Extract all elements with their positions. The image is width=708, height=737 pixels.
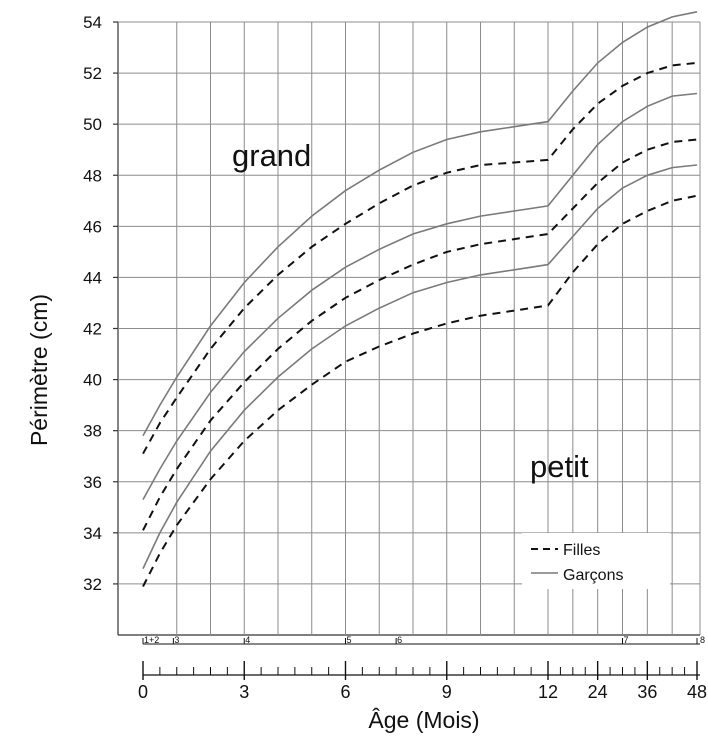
series-line-garcons xyxy=(142,164,698,569)
visit-label: 7 xyxy=(624,635,629,645)
y-tick-label: 32 xyxy=(83,575,102,594)
visit-label: 4 xyxy=(245,635,250,645)
age-tick-label: 48 xyxy=(687,682,707,702)
visit-label: 1+2 xyxy=(144,635,159,645)
series-line-garcons xyxy=(142,92,698,500)
annotation-grand: grand xyxy=(232,138,311,173)
y-axis-title: Périmètre (cm) xyxy=(26,294,52,446)
age-tick-label: 0 xyxy=(138,682,148,702)
legend: Filles Garçons xyxy=(522,533,670,589)
series-line-filles xyxy=(142,138,698,531)
y-tick-label: 42 xyxy=(83,320,102,339)
grid xyxy=(117,21,701,636)
y-tick-label: 38 xyxy=(83,422,102,441)
series-lines xyxy=(142,11,698,587)
y-tick-label: 50 xyxy=(83,115,102,134)
y-tick-label: 48 xyxy=(83,166,102,185)
age-tick-label: 24 xyxy=(588,682,608,702)
annotation-petit: petit xyxy=(530,449,589,484)
age-tick-label: 36 xyxy=(637,682,657,702)
visit-label: 3 xyxy=(174,635,179,645)
age-tick-label: 12 xyxy=(538,682,558,702)
legend-box xyxy=(522,533,670,589)
legend-label-filles: Filles xyxy=(563,542,600,559)
age-axis: 0 3 6 9 12 24 36 481+2 3 4 5 6 7 8 xyxy=(138,635,707,702)
age-tick-label: 9 xyxy=(442,682,452,702)
y-tick-label: 44 xyxy=(83,268,102,287)
series-line-garcons xyxy=(142,11,698,437)
y-tick-labels: 32 34 36 38 40 42 44 46 48 50 52 54 xyxy=(83,13,118,594)
series-line-filles xyxy=(142,194,698,587)
series-line-filles xyxy=(142,61,698,455)
x-axis-title: Âge (Mois) xyxy=(368,707,479,733)
y-tick-label: 46 xyxy=(83,217,102,236)
y-tick-label: 54 xyxy=(83,13,102,32)
visit-label: 5 xyxy=(347,635,352,645)
y-tick-label: 52 xyxy=(83,64,102,83)
visit-label: 6 xyxy=(397,635,402,645)
visit-label: 8 xyxy=(700,635,705,645)
y-tick-label: 34 xyxy=(83,524,102,543)
age-tick-label: 6 xyxy=(340,682,350,702)
y-tick-label: 36 xyxy=(83,473,102,492)
age-tick-label: 3 xyxy=(239,682,249,702)
legend-label-garcons: Garçons xyxy=(563,567,623,584)
y-tick-label: 40 xyxy=(83,371,102,390)
